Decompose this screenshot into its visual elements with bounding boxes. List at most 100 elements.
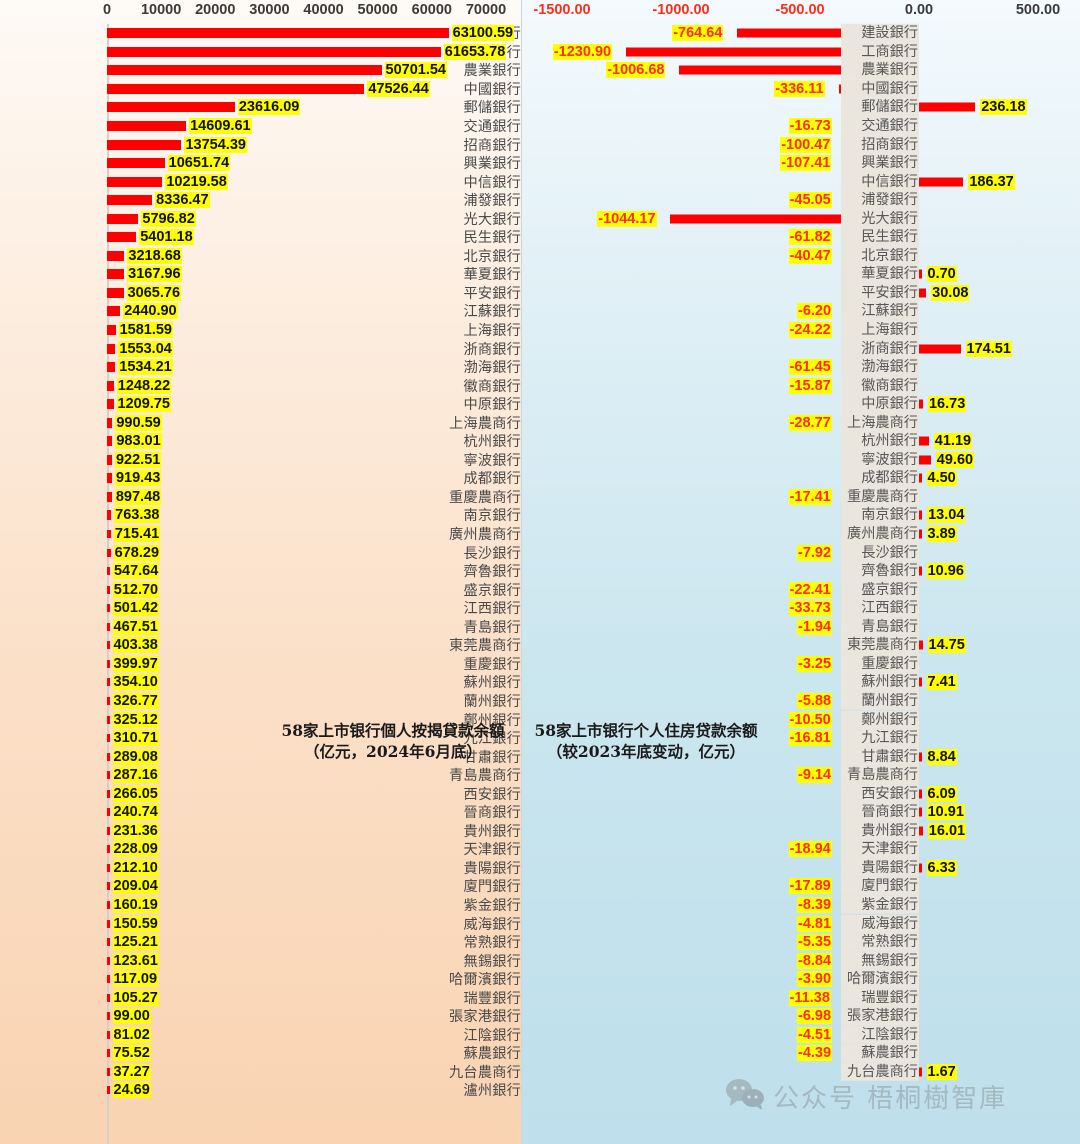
right-chart-value-label: 16.73 (927, 396, 967, 413)
left-chart-bar-row: 青島銀行 467.51 (0, 618, 521, 637)
right-chart-bar-row: 浙商銀行 174.51 (521, 339, 1080, 358)
left-chart-bar (107, 678, 110, 687)
right-chart-category-label: 招商銀行 (841, 135, 919, 154)
left-chart-bar-row: 交通銀行 14609.61 (0, 117, 521, 136)
left-chart-bar-row: 招商銀行 13754.39 (0, 135, 521, 154)
right-axis-tick: -500.00 (775, 2, 825, 18)
left-chart-bar-row: 郵儲銀行 23616.09 (0, 98, 521, 117)
left-chart-value-label: 547.64 (112, 563, 160, 580)
right-chart-category-label: 浦發銀行 (841, 190, 919, 210)
right-chart-value-label: -9.14 (797, 767, 833, 784)
right-chart-bar (919, 455, 931, 465)
right-chart-category-label: 杭州銀行 (841, 432, 919, 451)
right-chart-category-label: 常熟銀行 (841, 932, 919, 952)
left-chart-category-label: 民生銀行 (463, 230, 521, 247)
right-chart-bar (919, 1067, 922, 1077)
right-chart-bar-row: 廈門銀行 -17.89 (521, 877, 1080, 896)
right-chart-value-label: 41.19 (933, 433, 973, 450)
left-chart-category-axis-line (107, 24, 109, 1144)
left-chart-value-label: 47526.44 (367, 80, 430, 97)
right-chart-value-label: -1230.90 (552, 43, 613, 60)
left-chart-value-label: 763.38 (114, 507, 161, 524)
right-chart-bar (919, 269, 922, 279)
right-chart-bar-row: 哈爾濱銀行 -3.90 (521, 969, 1080, 989)
right-chart-bar-row: 西安銀行 6.09 (521, 784, 1080, 803)
left-chart-bar (107, 715, 110, 724)
left-chart-bar (107, 213, 139, 224)
left-chart-category-label: 成都銀行 (463, 471, 521, 488)
right-chart-value-label: -100.47 (780, 136, 832, 153)
left-chart-title-line2: （亿元，2024年6月底） (304, 742, 482, 761)
left-chart-bar (107, 696, 110, 705)
right-chart-value-label: 3.89 (926, 526, 957, 543)
right-chart-category-label: 蘇州銀行 (841, 673, 919, 692)
left-chart-bar-row: 民生銀行 5401.18 (0, 228, 521, 247)
right-chart-bar (737, 28, 919, 38)
left-chart-bar (107, 250, 125, 261)
right-chart-bar-row: 紫金銀行 -8.39 (521, 895, 1080, 915)
watermark-text: 公众号 梧桐樹智庫 (773, 1084, 1008, 1114)
left-axis-tick: 20000 (195, 2, 236, 18)
left-chart-category-label: 平安銀行 (463, 285, 521, 302)
left-chart-bar (107, 158, 165, 169)
left-chart-bar (107, 436, 113, 447)
left-chart-bar (107, 454, 112, 465)
left-chart-bar-row: 甘肅銀行 289.08 (0, 747, 521, 766)
right-chart-value-label: -4.51 (797, 1026, 833, 1043)
right-chart-bar-row: 張家港銀行 -6.98 (521, 1007, 1080, 1026)
right-chart-value-label: 1.67 (926, 1063, 957, 1080)
left-chart-category-label: 無錫銀行 (463, 953, 521, 970)
left-chart-value-label: 123.61 (112, 952, 159, 969)
right-chart-bar (919, 863, 922, 873)
left-chart-bar (107, 232, 137, 243)
right-chart-bar-row: 甘肅銀行 8.84 (521, 747, 1080, 766)
left-chart-value-label: 13754.39 (184, 136, 247, 153)
right-chart-bar (679, 65, 919, 75)
right-chart-value-label: 14.75 (927, 637, 966, 654)
left-chart-value-label: 105.27 (112, 989, 159, 1006)
left-chart-value-label: 715.41 (113, 526, 161, 543)
right-chart-category-label: 民生銀行 (841, 228, 919, 247)
left-chart-bar-row: 渤海銀行 1534.21 (0, 358, 521, 377)
right-chart-value-label: -18.94 (788, 841, 832, 858)
right-chart-title: 58家上市银行个人住房贷款余额 （较2023年底变动，亿元） (521, 720, 771, 762)
left-chart-bar-row: 北京銀行 3218.68 (0, 247, 521, 266)
right-chart-bar-row: 江陰銀行 -4.51 (521, 1025, 1080, 1045)
right-chart-category-label: 建設銀行 (841, 24, 919, 43)
right-chart-bar-row: 華夏銀行 0.70 (521, 265, 1080, 284)
left-chart-category-label: 天津銀行 (463, 842, 521, 859)
right-chart-bar-row: 廣州農商行 3.89 (521, 524, 1080, 544)
right-chart-panel: -1500.00 -1000.00 -500.00 0.00 500.00 建設銀行 -7… (521, 0, 1080, 1144)
left-chart-value-label: 1209.75 (116, 396, 171, 413)
right-chart-category-label: 蘭州銀行 (841, 691, 919, 711)
right-chart-category-label: 工商銀行 (841, 42, 919, 62)
left-chart-bar-row: 九江銀行 310.71 (0, 729, 521, 748)
right-chart-category-label: 農業銀行 (841, 61, 919, 80)
left-chart-bar-row: 中原銀行 1209.75 (0, 395, 521, 414)
left-chart-category-label: 興業銀行 (463, 156, 521, 173)
left-chart-bar-row: 常熟銀行 125.21 (0, 933, 521, 952)
left-chart-bar-row: 盛京銀行 512.70 (0, 580, 521, 599)
left-chart-value-label: 37.27 (112, 1063, 151, 1080)
left-chart-bar-row: 重慶銀行 399.97 (0, 655, 521, 674)
right-chart-bar (919, 510, 923, 520)
left-chart-bar-row: 南京銀行 763.38 (0, 506, 521, 525)
left-chart-value-label: 61653.78 (443, 43, 507, 60)
left-chart-category-label: 江西銀行 (463, 601, 521, 618)
right-chart-bar-row: 江西銀行 -33.73 (521, 598, 1080, 618)
right-chart-value-label: -1044.17 (597, 210, 657, 227)
left-chart-value-label: 983.01 (115, 433, 162, 450)
left-chart-category-label: 齊魯銀行 (463, 564, 521, 581)
left-chart-bar-row: 瑞豐銀行 105.27 (0, 988, 521, 1007)
left-chart-value-label: 897.48 (114, 488, 162, 505)
left-chart-bar (107, 306, 121, 317)
right-chart-value-label: -764.64 (672, 25, 724, 42)
right-chart-bar-row: 東莞農商行 14.75 (521, 636, 1080, 655)
left-chart-value-label: 3065.76 (126, 284, 182, 301)
right-chart-bar-row: 九台農商行 1.67 (521, 1062, 1080, 1082)
right-chart-bar-row: 興業銀行 -107.41 (521, 153, 1080, 173)
left-axis-tick: 50000 (357, 2, 398, 18)
right-chart-value-label: -11.38 (788, 989, 831, 1006)
left-chart-bar-row: 杭州銀行 983.01 (0, 432, 521, 451)
left-chart-bar (107, 102, 235, 113)
